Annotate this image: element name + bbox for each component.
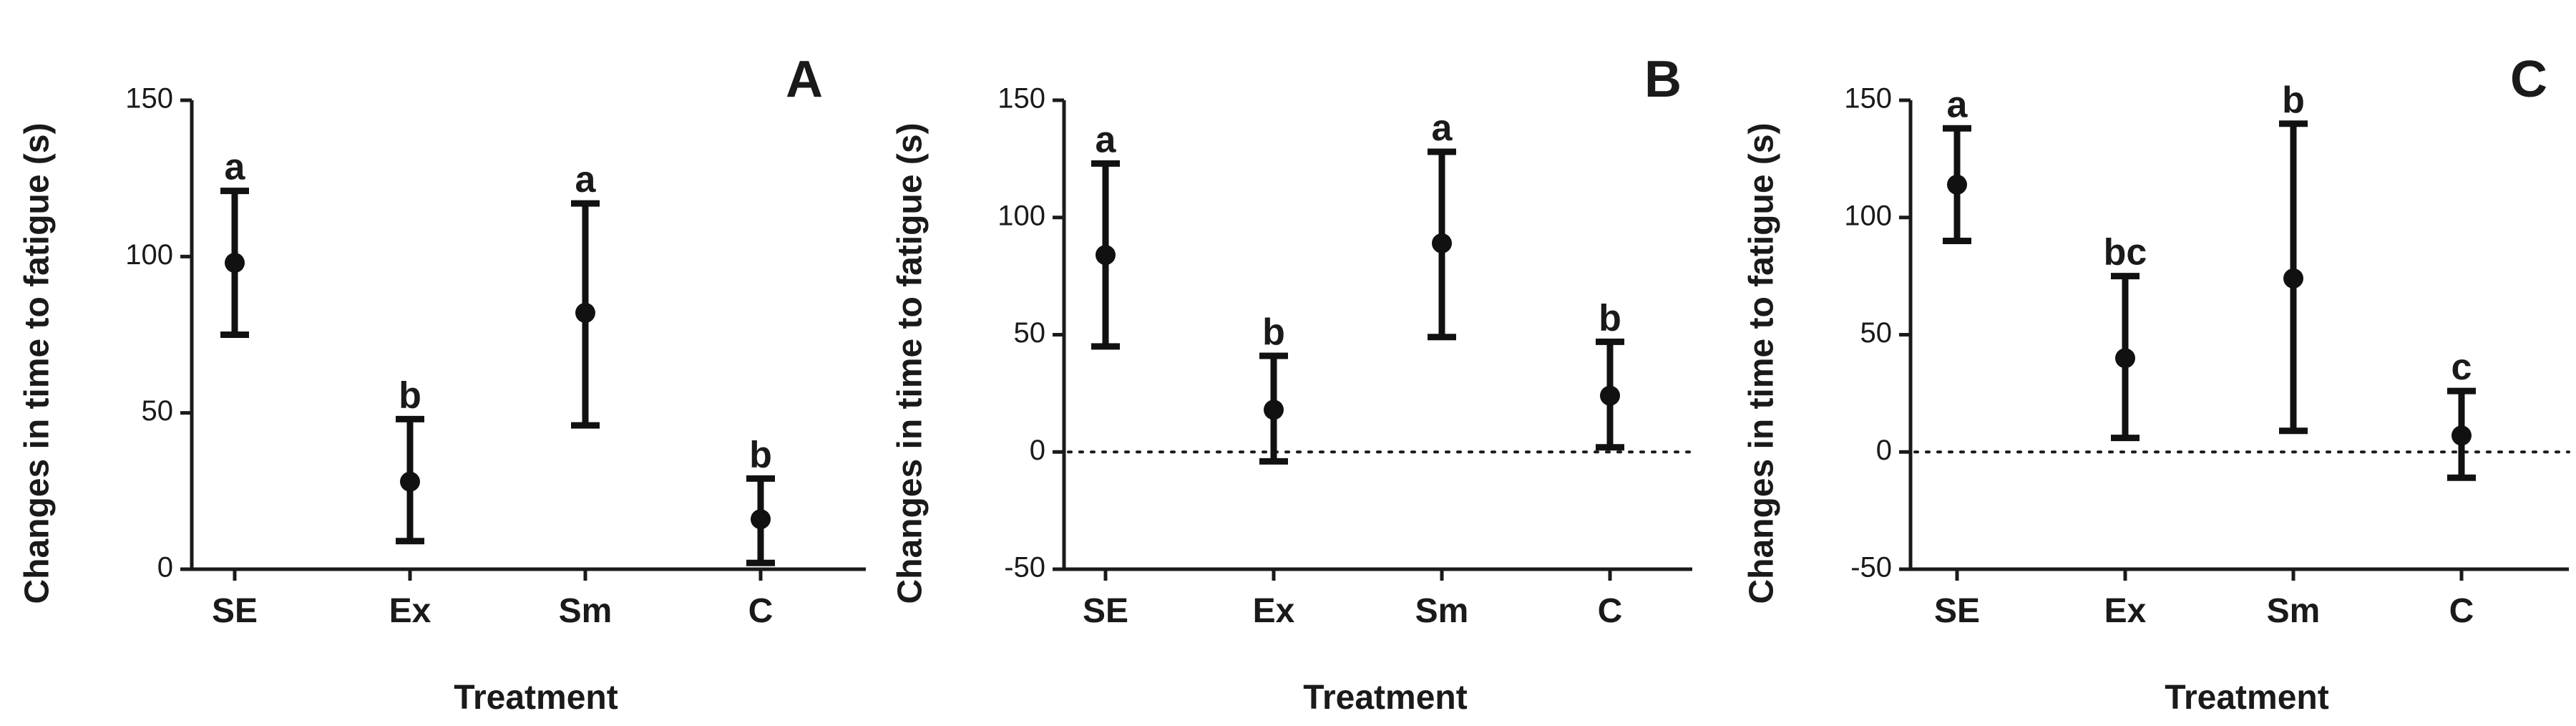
significance-label: a: [575, 159, 597, 200]
y-tick-label: 0: [1030, 435, 1045, 466]
y-axis-title: Changes in time to fatigue (s): [19, 122, 57, 604]
x-tick-label: SE: [212, 592, 258, 630]
mean-point: [1432, 233, 1452, 253]
mean-point: [2451, 425, 2472, 446]
significance-label: b: [1599, 297, 1621, 339]
x-tick-label: C: [2449, 592, 2474, 630]
mean-point: [1264, 400, 1284, 420]
mean-point: [225, 253, 245, 274]
significance-label: c: [2451, 347, 2472, 388]
y-tick-label: 50: [1860, 317, 1893, 349]
x-tick-label: Ex: [389, 592, 431, 630]
x-tick-label: Sm: [1415, 592, 1469, 630]
y-tick-label: 0: [1876, 435, 1892, 466]
x-axis-title: Treatment: [2165, 679, 2328, 717]
mean-point: [1600, 385, 1620, 406]
significance-label: a: [1096, 119, 1117, 160]
y-tick-label: 150: [1844, 83, 1892, 115]
y-tick-label: 50: [142, 395, 174, 427]
significance-label: a: [1432, 107, 1453, 149]
x-tick-label: C: [1598, 592, 1623, 630]
y-tick-label: 0: [157, 552, 173, 584]
mean-point: [575, 302, 595, 323]
x-tick-label: Sm: [2267, 592, 2321, 630]
mean-point: [1096, 245, 1116, 266]
mean-point: [1947, 174, 1967, 195]
y-axis-title: Changes in time to fatigue (s): [1743, 122, 1781, 604]
panel-letter: B: [1644, 51, 1682, 108]
y-tick-label: 50: [1014, 317, 1046, 349]
y-tick-label: 150: [997, 83, 1045, 115]
significance-label: b: [399, 374, 421, 416]
significance-label: b: [2282, 79, 2305, 121]
x-tick-label: SE: [1934, 592, 1980, 630]
panel-letter: A: [786, 51, 823, 108]
x-tick-label: Sm: [559, 592, 613, 630]
significance-label: b: [1262, 311, 1285, 353]
y-tick-label: 100: [1844, 200, 1892, 231]
y-tick-label: -50: [1004, 552, 1045, 584]
x-tick-label: C: [748, 592, 774, 630]
x-axis-title: Treatment: [1303, 679, 1467, 717]
mean-point: [2283, 268, 2303, 289]
y-axis-title: Changes in time to fatigue (s): [892, 122, 930, 604]
chart-panel-a: 0 50 100 150 a SE b Ex a Sm b C Treatment Changes in …: [19, 51, 866, 717]
mean-point: [751, 509, 771, 530]
chart-panel-c: -50 0 50 100 150 a SE bc Ex b Sm c C Treatment Changes…: [1743, 51, 2570, 717]
y-tick-label: 100: [997, 200, 1045, 231]
x-axis-title: Treatment: [454, 679, 618, 717]
mean-point: [400, 471, 420, 492]
x-tick-label: SE: [1083, 592, 1128, 630]
significance-label: a: [1947, 84, 1968, 125]
significance-label: a: [225, 147, 246, 188]
significance-label: bc: [2104, 232, 2147, 274]
y-tick-label: 100: [125, 239, 173, 271]
y-tick-label: 150: [125, 83, 173, 115]
panel-letter: C: [2510, 51, 2547, 108]
mean-point: [2115, 348, 2135, 369]
x-tick-label: Ex: [2104, 592, 2147, 630]
chart-panel-b: -50 0 50 100 150 a SE b Ex a Sm b C Treatment Changes …: [892, 51, 1694, 717]
y-tick-label: -50: [1850, 552, 1892, 584]
significance-label: b: [749, 434, 772, 475]
x-tick-label: Ex: [1253, 592, 1295, 630]
